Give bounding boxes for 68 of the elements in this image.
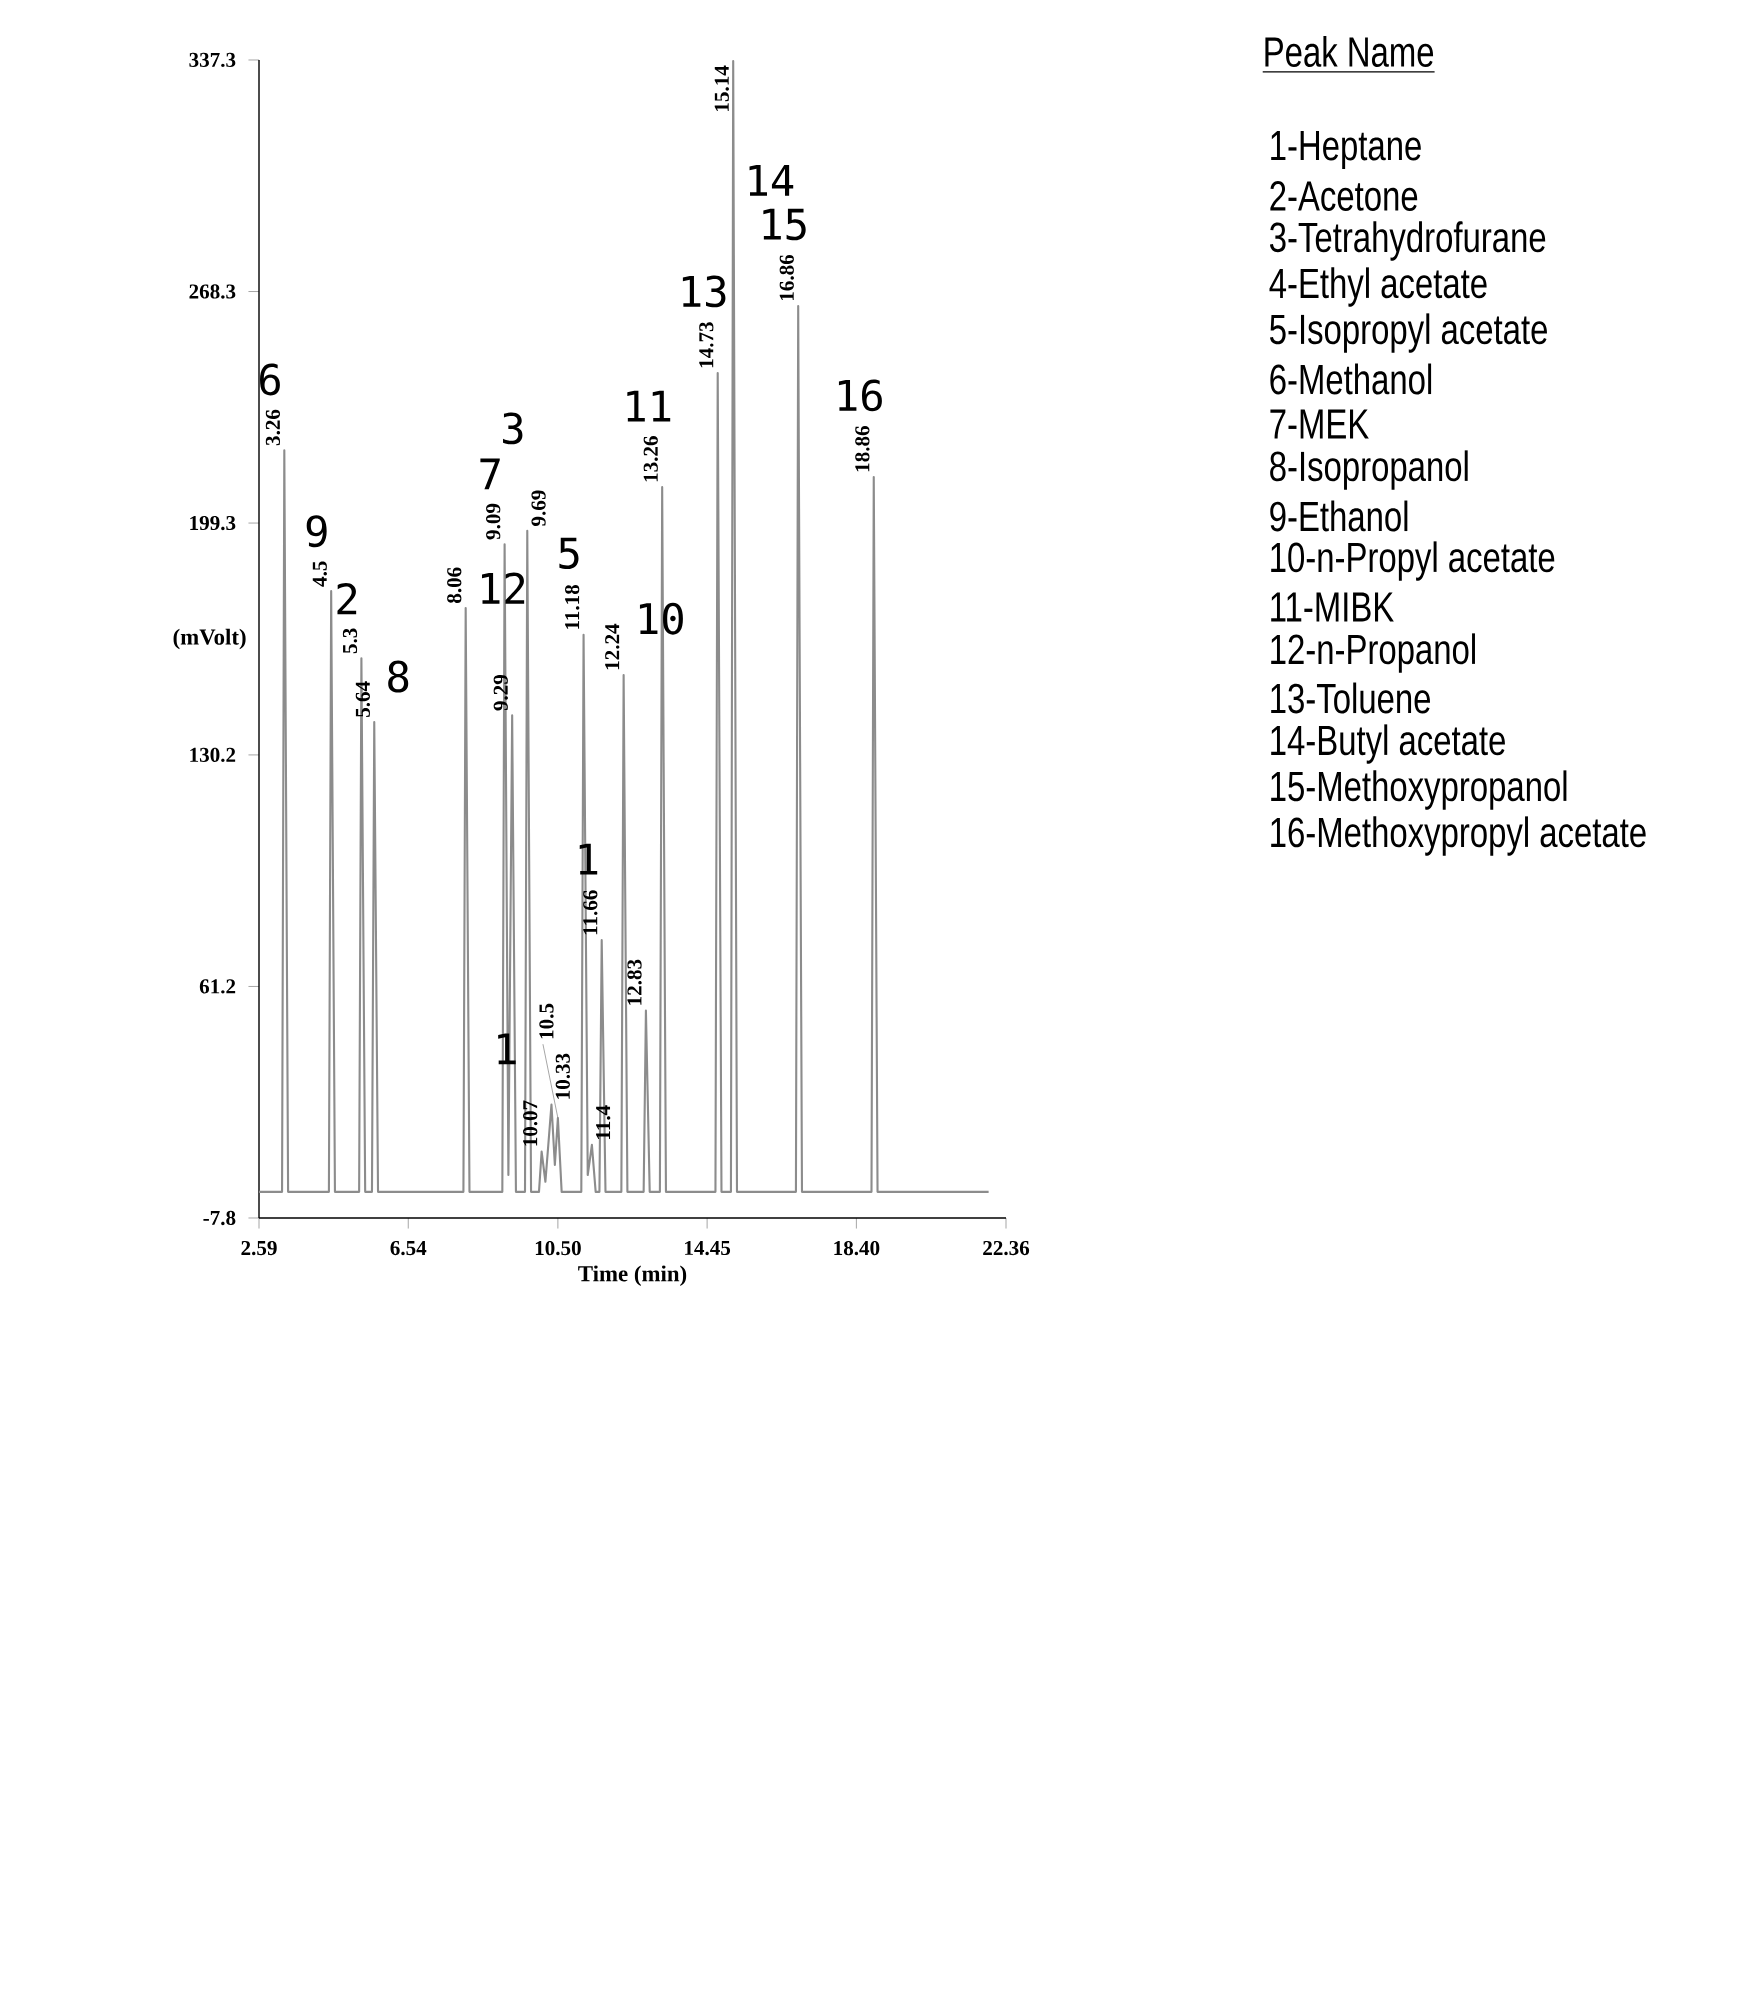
annotation: 12.24 bbox=[605, 623, 620, 670]
y-tick-label: 199.3 bbox=[190, 515, 236, 531]
text: 1-Heptane bbox=[1271, 131, 1421, 169]
text: 9-Ethanol bbox=[1270, 500, 1408, 532]
text: 11-MIBK bbox=[1271, 592, 1394, 622]
annotation: 10.07 bbox=[523, 1100, 538, 1146]
annotation: 6 bbox=[260, 363, 280, 396]
y-axis-title: (mVolt) bbox=[173, 628, 246, 650]
annotation: 5 bbox=[559, 537, 579, 570]
annotation: 9 bbox=[306, 515, 327, 548]
annotation: 10.5 bbox=[539, 1003, 554, 1039]
text: 16-Methoxypropyl acetate bbox=[1271, 816, 1646, 856]
annotation: 9.09 bbox=[486, 503, 501, 540]
text: 10-n-Propyl acetate bbox=[1271, 541, 1555, 581]
text: 15-Methoxypropanol bbox=[1271, 770, 1567, 810]
annotation: 8.06 bbox=[447, 567, 462, 604]
annotation: 5.64 bbox=[355, 681, 371, 717]
text: 2-Acetone bbox=[1270, 181, 1418, 211]
x-tick-label: 14.45 bbox=[685, 1240, 731, 1256]
annotation: 15.14 bbox=[714, 65, 729, 111]
annotation: 3 bbox=[503, 412, 523, 445]
text: 6-Methanol bbox=[1270, 363, 1432, 395]
annotation: 13 bbox=[682, 275, 726, 308]
annotation: 1 bbox=[498, 1033, 516, 1065]
annotation: 13.26 bbox=[643, 436, 658, 482]
x-tick-label: 2.59 bbox=[241, 1240, 277, 1256]
text: 12-n-Propanol bbox=[1271, 633, 1475, 673]
text: 3-Tetrahydrofurane bbox=[1269, 221, 1546, 261]
annotation: 11.4 bbox=[596, 1105, 611, 1139]
annotation: 16 bbox=[838, 379, 882, 412]
annotation: 12 bbox=[482, 572, 525, 604]
annotation: 4.5 bbox=[312, 561, 327, 587]
annotation: 10 bbox=[639, 602, 683, 635]
annotation: 1 bbox=[579, 843, 598, 875]
text: Peak Name bbox=[1265, 36, 1434, 67]
annotation: 2 bbox=[337, 583, 357, 615]
x-tick-label: 10.50 bbox=[535, 1240, 581, 1256]
annotation: 8 bbox=[388, 660, 409, 693]
x-tick-label: 6.54 bbox=[390, 1240, 427, 1256]
text: 14-Butyl acetate bbox=[1271, 724, 1505, 764]
annotation: 11.18 bbox=[565, 584, 580, 629]
annotation: 11 bbox=[627, 390, 671, 422]
text: 5-Isopropyl acetate bbox=[1270, 313, 1547, 353]
annotation: 9.69 bbox=[531, 490, 546, 526]
annotation: 15 bbox=[763, 208, 806, 241]
text: 7-MEK bbox=[1270, 409, 1369, 439]
annotation: 5.3 bbox=[342, 628, 358, 654]
annotation: 11.66 bbox=[583, 890, 598, 935]
y-tick-label: 61.2 bbox=[199, 979, 236, 994]
y-tick-label: -7.8 bbox=[203, 1210, 236, 1226]
annotation: 16.86 bbox=[779, 254, 794, 301]
y-tick-label: 337.3 bbox=[189, 52, 236, 68]
annotation: 7 bbox=[480, 458, 500, 490]
y-tick-label: 130.2 bbox=[190, 747, 236, 763]
x-tick-label: 22.36 bbox=[983, 1240, 1030, 1256]
annotation: 3.26 bbox=[265, 409, 281, 446]
text: 8-Isopropanol bbox=[1270, 450, 1468, 490]
annotation: 9.29 bbox=[493, 674, 508, 711]
y-tick-label: 268.3 bbox=[189, 284, 236, 299]
x-tick-label: 18.40 bbox=[834, 1240, 880, 1256]
annotation: 14.73 bbox=[699, 322, 714, 368]
annotation: 18.86 bbox=[855, 426, 870, 472]
text: 4-Ethyl acetate bbox=[1269, 267, 1487, 307]
annotation: 12.83 bbox=[627, 959, 642, 1005]
annotation: 10.33 bbox=[555, 1053, 570, 1099]
text: 13-Toluene bbox=[1271, 682, 1431, 714]
x-axis-title: Time (min) bbox=[578, 1265, 687, 1287]
annotation: 14 bbox=[749, 164, 794, 196]
